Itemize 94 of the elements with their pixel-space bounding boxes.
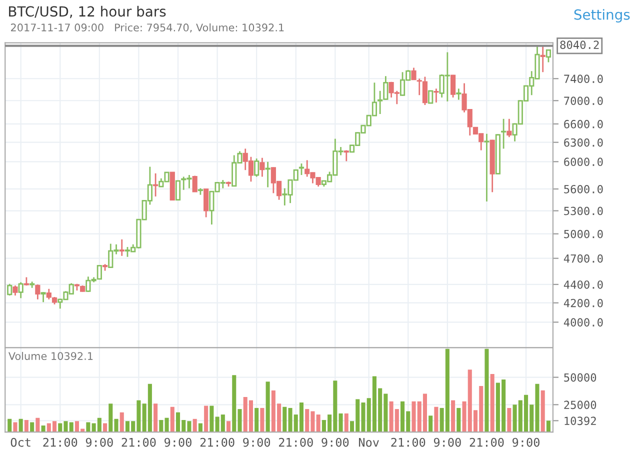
bar <box>8 418 12 432</box>
chart-subtitle: 2017-11-17 09:00 Price: 7954.70, Volume: 10392.1 <box>11 23 284 32</box>
y-tick-label: 7400.0 <box>564 74 603 84</box>
y-tick-label: 50000 <box>564 373 596 382</box>
bar <box>164 418 169 432</box>
bar <box>86 422 90 432</box>
x-tick-label: 9:00 <box>164 438 192 447</box>
bar <box>546 420 550 432</box>
bar <box>24 420 28 432</box>
candlestick <box>456 88 462 100</box>
candlestick <box>119 238 124 257</box>
y-tick-label: 4200.0 <box>564 298 603 308</box>
candlestick <box>450 74 456 98</box>
bar <box>41 425 46 432</box>
x-tick-label: 21:00 <box>278 438 313 447</box>
x-tick-label: 9:00 <box>322 438 349 447</box>
bar <box>120 412 124 432</box>
y-tick-label: 6000.0 <box>564 158 603 166</box>
bar <box>192 418 197 432</box>
bar <box>36 418 40 432</box>
x-tick-label: 9:00 <box>243 438 270 447</box>
x-tick-label: 21:00 <box>200 438 234 447</box>
bar <box>316 414 320 432</box>
candlestick <box>40 291 46 303</box>
x-tick-label: 9:00 <box>434 438 461 447</box>
candlestick <box>175 180 181 200</box>
candlestick <box>204 188 209 218</box>
x-tick-label: Oct <box>10 438 30 447</box>
bar <box>344 413 348 432</box>
y-tick-label: 4700.0 <box>564 254 603 263</box>
candlestick <box>422 76 428 106</box>
bar <box>260 408 264 432</box>
bar <box>540 390 545 432</box>
candlestick <box>298 162 304 176</box>
bar <box>159 420 164 432</box>
candlestick <box>540 46 546 73</box>
bar <box>170 406 174 432</box>
bar <box>434 406 438 432</box>
candlestick <box>428 90 434 104</box>
y-tick-label: 10392 <box>564 416 596 426</box>
candlestick <box>7 283 12 296</box>
bar <box>428 416 433 432</box>
candlestick <box>434 88 439 104</box>
bar <box>198 423 202 432</box>
text: Settings <box>574 9 630 23</box>
candlestick <box>411 67 416 80</box>
y-tick-label: 4000.0 <box>564 318 603 327</box>
y-tick-label: 25000 <box>564 400 596 410</box>
bar <box>103 423 108 432</box>
candlestick <box>12 284 18 296</box>
x-tick-label: 9:00 <box>512 438 540 447</box>
bar <box>254 408 259 432</box>
candlestick <box>265 161 270 188</box>
candlestick <box>254 158 260 178</box>
y-tick-label: 5300.0 <box>564 206 603 216</box>
candlestick <box>46 288 52 300</box>
chart-title: BTC/USD, 12 hour bars <box>9 6 166 18</box>
candlestick <box>153 172 158 198</box>
bar <box>18 418 23 432</box>
y-tick-label: 6300.0 <box>564 138 603 147</box>
x-tick-label: 21:00 <box>391 438 426 447</box>
y-tick-label: 6600.0 <box>564 120 603 128</box>
bar <box>456 408 461 432</box>
bar <box>266 382 270 432</box>
chart-title: Volume 10392.1 <box>8 352 93 360</box>
candlestick <box>501 118 506 150</box>
y-tick-label: 5600.0 <box>564 184 603 194</box>
bar <box>210 406 214 432</box>
candlestick <box>18 282 24 299</box>
candlestick <box>35 284 40 300</box>
y-tick-label: 4400.0 <box>564 280 603 289</box>
candlestick <box>192 175 198 192</box>
bar <box>154 404 158 432</box>
candlestick <box>484 133 490 202</box>
x-tick-label: 21:00 <box>470 438 504 447</box>
bar <box>507 408 512 432</box>
x-tick-label: 21:00 <box>43 438 78 447</box>
x-tick-label: 9:00 <box>86 438 113 447</box>
candlestick <box>546 48 552 63</box>
candlestick <box>260 157 265 178</box>
bar <box>451 400 456 432</box>
bar <box>490 374 494 432</box>
bar <box>204 406 208 432</box>
bar <box>30 422 34 432</box>
bar <box>338 413 343 432</box>
bar <box>226 421 231 432</box>
x-tick-label: 21:00 <box>122 438 156 447</box>
y-tick-label: 5000.0 <box>564 230 603 238</box>
candlestick <box>416 78 422 96</box>
bar <box>13 422 18 432</box>
x-tick-label: Nov <box>358 438 379 447</box>
candlestick <box>506 118 512 138</box>
ref-line-label: 8040.2 <box>560 40 599 50</box>
y-tick-label: 7000.0 <box>564 96 603 106</box>
